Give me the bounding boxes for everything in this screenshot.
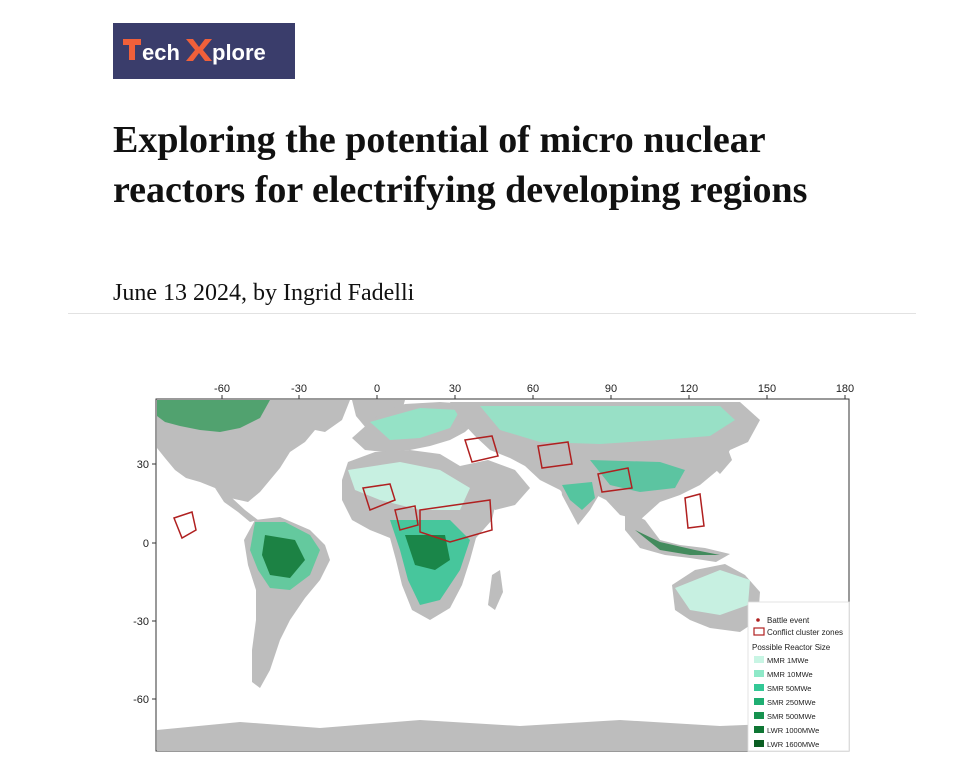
conflict-zone-myanmar <box>597 467 633 493</box>
lat-label-m60: -60 <box>133 694 149 706</box>
legend-size-title: Possible Reactor Size <box>752 643 831 652</box>
legend-swatch-7 <box>754 740 764 747</box>
conflict-zone-philippines <box>684 493 705 529</box>
legend-size-6: LWR 1000MWe <box>767 726 819 735</box>
legend-swatch-3 <box>754 684 764 691</box>
forest-congo <box>405 535 450 570</box>
green-siberia <box>480 406 735 444</box>
conflict-zone-afghanistan <box>537 441 573 469</box>
legend-size-5: SMR 500MWe <box>767 712 816 721</box>
conflict-zone-sahel <box>362 483 396 511</box>
conflict-zone-nigeria <box>394 505 419 531</box>
logo-text-part1: ech <box>142 40 180 65</box>
landmasses <box>157 400 849 751</box>
conflict-zone-middle-east <box>464 435 499 463</box>
land-arabia <box>460 460 530 510</box>
forest-north-america <box>157 400 270 432</box>
green-australia <box>675 570 750 615</box>
legend-swatch-2 <box>754 670 764 677</box>
land-central-america <box>215 488 258 522</box>
divider <box>68 313 916 314</box>
legend-size-3: SMR 50MWe <box>767 684 811 693</box>
legend-swatch-1 <box>754 656 764 663</box>
lon-label-60: 60 <box>527 383 539 395</box>
forest-amazon <box>262 535 305 578</box>
conflict-zones <box>173 435 705 543</box>
legend-battle-label: Battle event <box>767 616 810 625</box>
lat-label-0: 0 <box>143 538 149 550</box>
lat-ticks <box>152 463 156 700</box>
legend-conflict-label: Conflict cluster zones <box>767 628 843 637</box>
forest-indonesia <box>635 530 720 555</box>
land-japan <box>712 444 732 474</box>
article-title: Exploring the potential of micro nuclear… <box>113 119 808 211</box>
green-sahel <box>348 462 470 510</box>
lon-label-180: 180 <box>836 383 854 395</box>
lon-label-30: 30 <box>449 383 461 395</box>
legend-swatch-6 <box>754 726 764 733</box>
article-figure: -60 -30 0 30 60 90 120 150 180 30 0 -30 … <box>120 370 860 770</box>
map-legend: Battle event Conflict cluster zones Poss… <box>747 601 850 752</box>
green-europe <box>370 408 460 440</box>
legend-box <box>747 601 850 752</box>
lat-label-m30: -30 <box>133 616 149 628</box>
legend-size-4: SMR 250MWe <box>767 698 816 707</box>
legend-swatch-5 <box>754 712 764 719</box>
world-reactor-map: -60 -30 0 30 60 90 120 150 180 30 0 -30 … <box>133 383 854 752</box>
land-antarctica <box>157 720 849 751</box>
lon-label-120: 120 <box>680 383 698 395</box>
lat-label-30: 30 <box>137 459 149 471</box>
legend-conflict-swatch <box>753 627 765 636</box>
green-china <box>590 460 685 492</box>
logo-text-part2: plore <box>212 40 266 65</box>
land-madagascar <box>488 570 503 610</box>
lon-ticks <box>221 395 846 399</box>
lon-label-90: 90 <box>605 383 617 395</box>
legend-size-7: LWR 1600MWe <box>767 740 819 749</box>
logo-mark: ech plore <box>123 39 266 65</box>
legend-size-2: MMR 10MWe <box>767 670 813 679</box>
lon-label-m60: -60 <box>214 383 230 395</box>
techxplore-logo[interactable]: ech plore <box>113 23 295 79</box>
legend-battle-marker <box>756 618 760 622</box>
conflict-zone-colombia <box>173 511 197 540</box>
article-byline: June 13 2024, by Ingrid Fadelli <box>113 280 415 306</box>
legend-swatch-4 <box>754 698 764 705</box>
lon-label-0: 0 <box>374 383 380 395</box>
lon-label-150: 150 <box>758 383 776 395</box>
legend-size-1: MMR 1MWe <box>767 656 809 665</box>
green-india <box>562 482 595 510</box>
lon-label-m30: -30 <box>291 383 307 395</box>
conflict-zone-central-africa <box>419 499 493 543</box>
land-indonesia <box>625 510 730 562</box>
